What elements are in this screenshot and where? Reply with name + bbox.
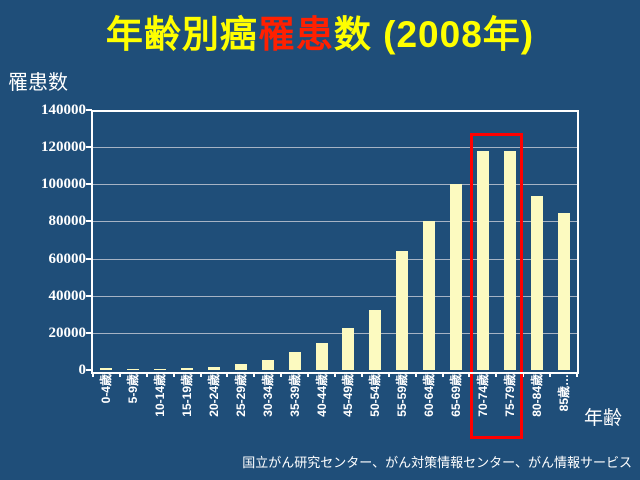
title-part-highlight: 罹患 bbox=[257, 14, 334, 55]
y-tick bbox=[86, 146, 92, 149]
bar bbox=[342, 328, 355, 370]
bar bbox=[261, 360, 274, 370]
bar bbox=[476, 150, 489, 370]
y-gridline bbox=[93, 221, 577, 223]
x-tick bbox=[226, 372, 229, 377]
y-tick-label: 40000 bbox=[48, 287, 87, 304]
x-category-label: 10-14歳 bbox=[153, 374, 168, 417]
x-tick bbox=[92, 372, 94, 377]
x-tick bbox=[522, 372, 525, 377]
y-tick bbox=[86, 331, 92, 334]
y-gridline bbox=[93, 332, 577, 334]
y-tick-label: 20000 bbox=[48, 324, 87, 341]
x-category-label: 0-4歳 bbox=[99, 374, 114, 404]
x-category-label: 35-39歳 bbox=[287, 374, 302, 417]
y-tick bbox=[86, 183, 92, 186]
x-category-label: 5-9歳 bbox=[126, 374, 141, 404]
bar bbox=[100, 367, 113, 370]
y-gridline bbox=[93, 258, 577, 260]
source-credit: 国立がん研究センター、がん対策情報センター、がん情報サービス bbox=[242, 455, 632, 470]
bar bbox=[423, 221, 436, 370]
y-tick bbox=[86, 257, 92, 260]
bar bbox=[450, 184, 462, 370]
y-gridline bbox=[93, 295, 577, 297]
x-category-label: 55-59歳 bbox=[395, 374, 410, 417]
plot-area-border bbox=[91, 110, 579, 374]
x-category-label: 15-19歳 bbox=[180, 374, 195, 417]
x-category-label: 85歳… bbox=[556, 374, 571, 412]
x-category-label: 30-34歳 bbox=[260, 374, 275, 417]
y-tick-label: 140000 bbox=[41, 102, 86, 118]
bar bbox=[208, 366, 220, 370]
x-tick bbox=[307, 372, 310, 377]
y-axis-title: 罹患数 bbox=[8, 72, 68, 94]
y-tick-label: 100000 bbox=[41, 176, 86, 193]
title-part-pre: 年齢別癌 bbox=[105, 14, 258, 55]
title-part-post: 数 (2008年) bbox=[333, 14, 535, 55]
x-category-label: 40-44歳 bbox=[314, 374, 329, 417]
y-gridline bbox=[93, 184, 577, 186]
x-category-label: 45-49歳 bbox=[341, 374, 356, 417]
x-category-label: 65-69歳 bbox=[449, 374, 463, 417]
y-gridline bbox=[93, 147, 577, 149]
slide-title: 年齢別癌罹患数 (2008年) bbox=[0, 4, 640, 58]
y-tick-label: 120000 bbox=[41, 139, 86, 156]
x-tick bbox=[387, 372, 390, 377]
bar bbox=[288, 351, 301, 370]
x-tick bbox=[441, 372, 444, 377]
x-category-label: 25-29歳 bbox=[233, 374, 248, 417]
bar bbox=[530, 196, 543, 370]
y-tick bbox=[86, 109, 92, 111]
x-tick bbox=[145, 372, 148, 377]
x-tick bbox=[280, 372, 283, 377]
y-tick bbox=[86, 294, 92, 297]
x-tick bbox=[468, 372, 471, 377]
highlight-box bbox=[469, 132, 523, 439]
x-tick bbox=[576, 372, 578, 377]
y-tick-label: 60000 bbox=[48, 250, 87, 267]
bar bbox=[503, 150, 516, 370]
x-tick bbox=[118, 372, 121, 377]
bar bbox=[396, 251, 409, 370]
x-tick bbox=[549, 372, 552, 377]
x-tick bbox=[199, 372, 202, 377]
x-tick bbox=[414, 372, 417, 377]
x-tick bbox=[334, 372, 336, 377]
x-tick bbox=[495, 372, 498, 377]
bar bbox=[315, 342, 328, 370]
y-tick bbox=[86, 369, 92, 371]
x-category-label: 60-64歳 bbox=[422, 374, 437, 417]
x-tick bbox=[172, 372, 175, 377]
y-tick-label: 0 bbox=[78, 362, 87, 378]
bar bbox=[127, 369, 140, 370]
x-axis-title: 年齢 bbox=[584, 408, 623, 429]
y-tick bbox=[86, 220, 92, 223]
x-tick bbox=[253, 372, 256, 377]
bar bbox=[234, 364, 247, 370]
bar bbox=[369, 309, 382, 370]
x-category-label: 50-54歳 bbox=[368, 374, 383, 417]
x-category-label: 80-84歳 bbox=[529, 374, 544, 417]
bar bbox=[181, 368, 194, 370]
x-category-label: 20-24歳 bbox=[207, 374, 221, 417]
bar bbox=[154, 369, 167, 370]
y-tick-label: 80000 bbox=[48, 213, 87, 230]
bar bbox=[557, 213, 570, 370]
x-tick bbox=[360, 372, 363, 377]
